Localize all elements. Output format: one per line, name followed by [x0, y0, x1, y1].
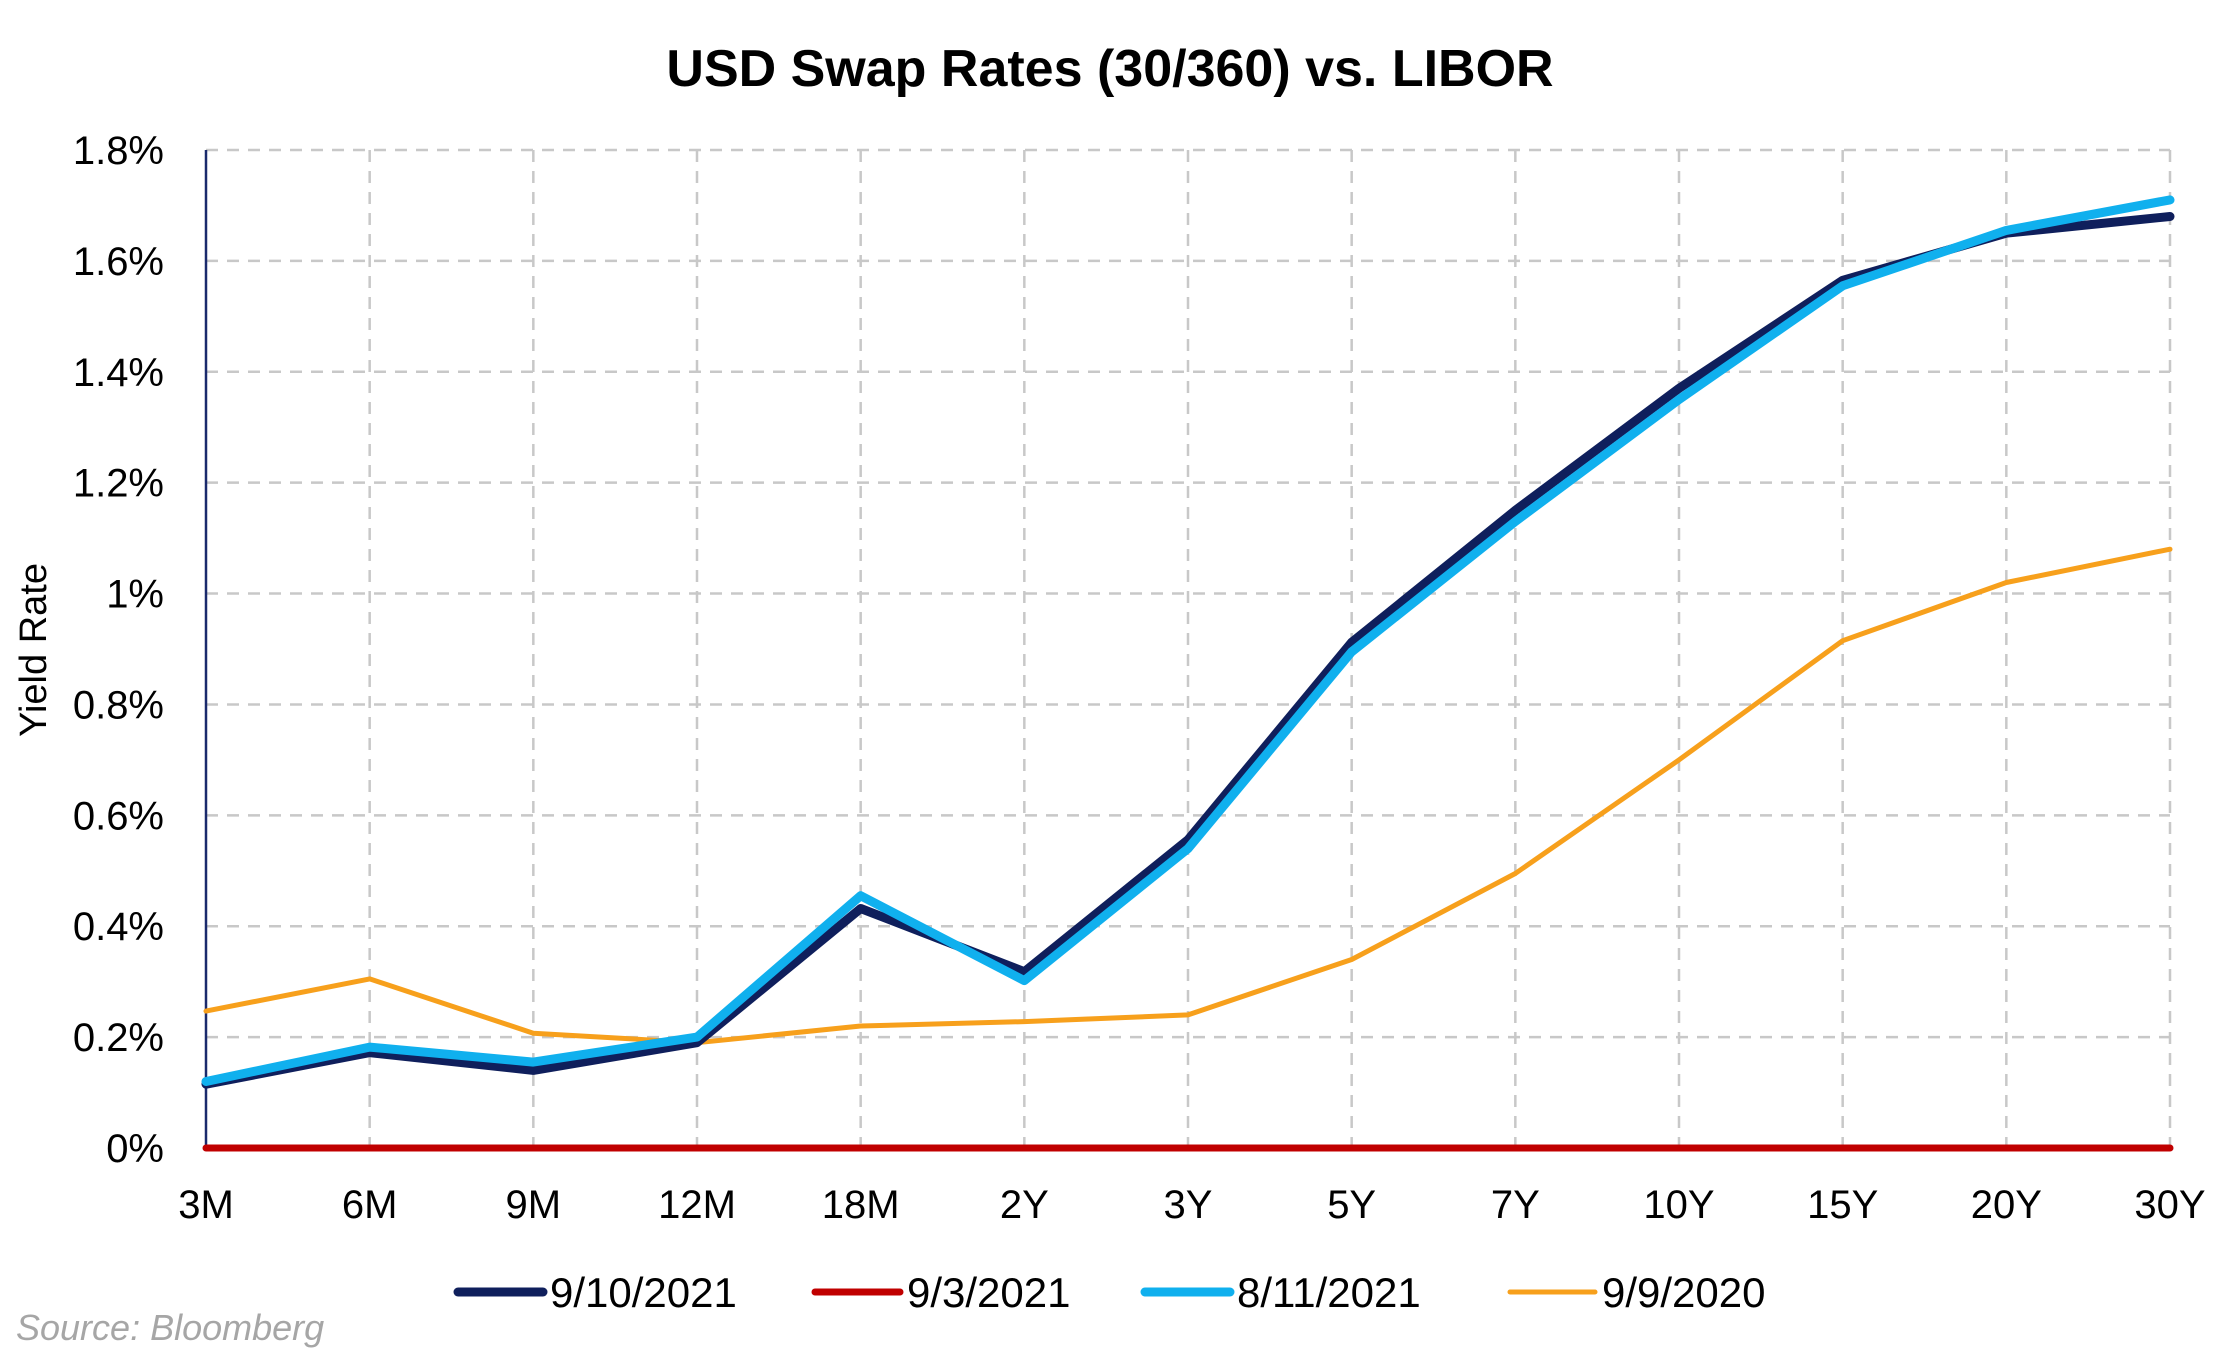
y-tick-label: 1.6%: [73, 240, 164, 284]
y-tick-label: 0.6%: [73, 794, 164, 838]
legend-label: 9/9/2020: [1602, 1269, 1766, 1316]
x-tick-label: 5Y: [1327, 1183, 1376, 1227]
y-tick-label: 0.8%: [73, 683, 164, 727]
series-line-9-10-2021: [201, 212, 2175, 1089]
x-tick-label: 6M: [342, 1183, 398, 1227]
legend-label: 9/10/2021: [550, 1269, 737, 1316]
x-tick-labels: 3M 6M 9M 12M 18M 2Y 3Y 5Y 7Y 10Y 15Y 20Y 30Y: [178, 1183, 2205, 1227]
series-lines: [201, 195, 2175, 1152]
x-tick-label: 2Y: [1000, 1183, 1049, 1227]
legend-label: 8/11/2021: [1237, 1269, 1421, 1316]
x-tick-label: 18M: [822, 1183, 900, 1227]
x-tick-label: 3M: [178, 1183, 234, 1227]
x-tick-label: 15Y: [1807, 1183, 1878, 1227]
x-tick-label: 20Y: [1971, 1183, 2042, 1227]
y-tick-label: 0%: [106, 1127, 164, 1171]
x-tick-label: 30Y: [2134, 1183, 2205, 1227]
x-tick-label: 9M: [506, 1183, 562, 1227]
y-tick-label: 1%: [106, 573, 164, 617]
chart-title: USD Swap Rates (30/360) vs. LIBOR: [666, 40, 1553, 98]
gridlines: [206, 148, 2172, 1148]
source-note: Source: Bloomberg: [16, 1307, 324, 1348]
y-tick-label: 0.2%: [73, 1016, 164, 1060]
y-tick-label: 1.2%: [73, 462, 164, 506]
legend: 9/10/2021 9/3/2021 8/11/2021 9/9/2020: [453, 1269, 1766, 1316]
x-tick-label: 7Y: [1491, 1183, 1540, 1227]
x-tick-label: 12M: [658, 1183, 736, 1227]
y-tick-label: 0.4%: [73, 905, 164, 949]
y-tick-label: 1.4%: [73, 351, 164, 395]
y-axis-label: Yield Rate: [13, 563, 55, 737]
y-tick-label: 1.8%: [73, 129, 164, 173]
x-tick-label: 10Y: [1643, 1183, 1714, 1227]
legend-label: 9/3/2021: [907, 1269, 1071, 1316]
series-line-9-9-2020: [203, 546, 2173, 1046]
x-tick-label: 3Y: [1164, 1183, 1213, 1227]
y-tick-labels: 0% 0.2% 0.4% 0.6% 0.8% 1% 1.2% 1.4% 1.6% 1.8%: [73, 129, 164, 1171]
series-line-8-11-2021: [201, 195, 2175, 1086]
